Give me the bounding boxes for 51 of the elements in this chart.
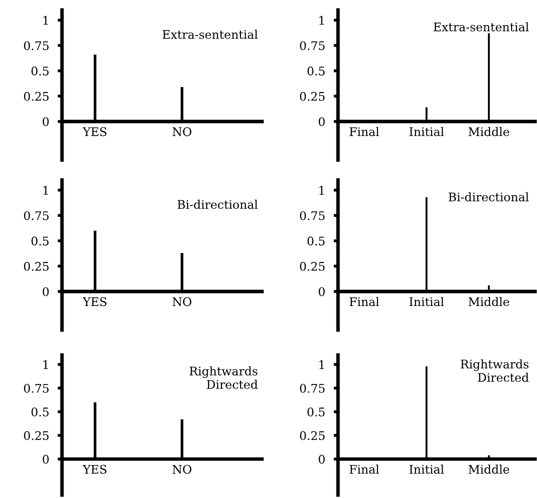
y-tick-label: 0 [42, 117, 49, 126]
y-tick-label: 1 [319, 186, 324, 195]
y-tick-label: 0.75 [24, 384, 49, 393]
y-tick-label: 0.25 [300, 262, 325, 271]
x-tick-label: Final [350, 297, 380, 306]
y-tick-label: 0 [318, 117, 325, 126]
y-tick-label: 0.5 [308, 407, 325, 416]
y-tick-label: 0 [42, 454, 49, 464]
y-tick-label: 0 [318, 454, 325, 464]
y-tick-label: 1 [43, 186, 48, 195]
y-tick-label: 1 [319, 360, 324, 369]
y-tick-label: 0.25 [24, 262, 49, 271]
x-tick-label: NO [172, 464, 192, 474]
y-tick-label: 0.5 [308, 66, 325, 76]
y-tick-label: 0.5 [32, 66, 49, 76]
y-tick-label: 0.75 [24, 211, 49, 220]
y-tick-label: 1 [319, 16, 324, 25]
text: Bi-directional [448, 192, 529, 202]
x-tick-label: Middle [468, 127, 510, 136]
x-tick-label: Initial [409, 297, 444, 306]
y-tick-label: 0 [42, 287, 49, 296]
x-tick-label: Middle [468, 297, 510, 306]
text: Rightwards Directed [460, 359, 529, 382]
text: Bi-directional [178, 200, 258, 209]
x-tick-label: Final [350, 127, 380, 136]
x-tick-label: Final [350, 464, 380, 474]
y-tick-label: 0.5 [32, 407, 49, 416]
x-tick-label: YES [82, 127, 106, 136]
x-tick-label: Initial [409, 127, 444, 136]
x-tick-label: YES [82, 464, 106, 474]
y-tick-label: 0 [318, 287, 325, 296]
y-tick-label: 0.75 [300, 384, 325, 393]
y-tick-label: 0.25 [24, 431, 49, 440]
x-tick-label: NO [172, 127, 192, 136]
y-tick-label: 1 [43, 360, 48, 369]
y-tick-label: 0.75 [300, 41, 325, 50]
text: Extra-sentential [162, 30, 258, 39]
y-tick-label: 0.25 [300, 92, 325, 101]
y-tick-label: 0.25 [24, 92, 49, 101]
y-tick-label: 0.25 [300, 431, 325, 440]
x-tick-label: YES [82, 297, 106, 306]
y-tick-label: 0.5 [308, 236, 325, 246]
x-tick-label: Middle [468, 464, 510, 474]
y-tick-label: 0.75 [300, 211, 325, 220]
x-tick-label: NO [172, 297, 192, 306]
y-tick-label: 0.75 [24, 41, 49, 50]
y-tick-label: 0.5 [32, 236, 49, 246]
text: Extra-sentential [434, 22, 529, 32]
x-tick-label: Initial [409, 464, 444, 474]
y-tick-label: 1 [43, 16, 48, 25]
text: Rightwards Directed [190, 366, 258, 389]
